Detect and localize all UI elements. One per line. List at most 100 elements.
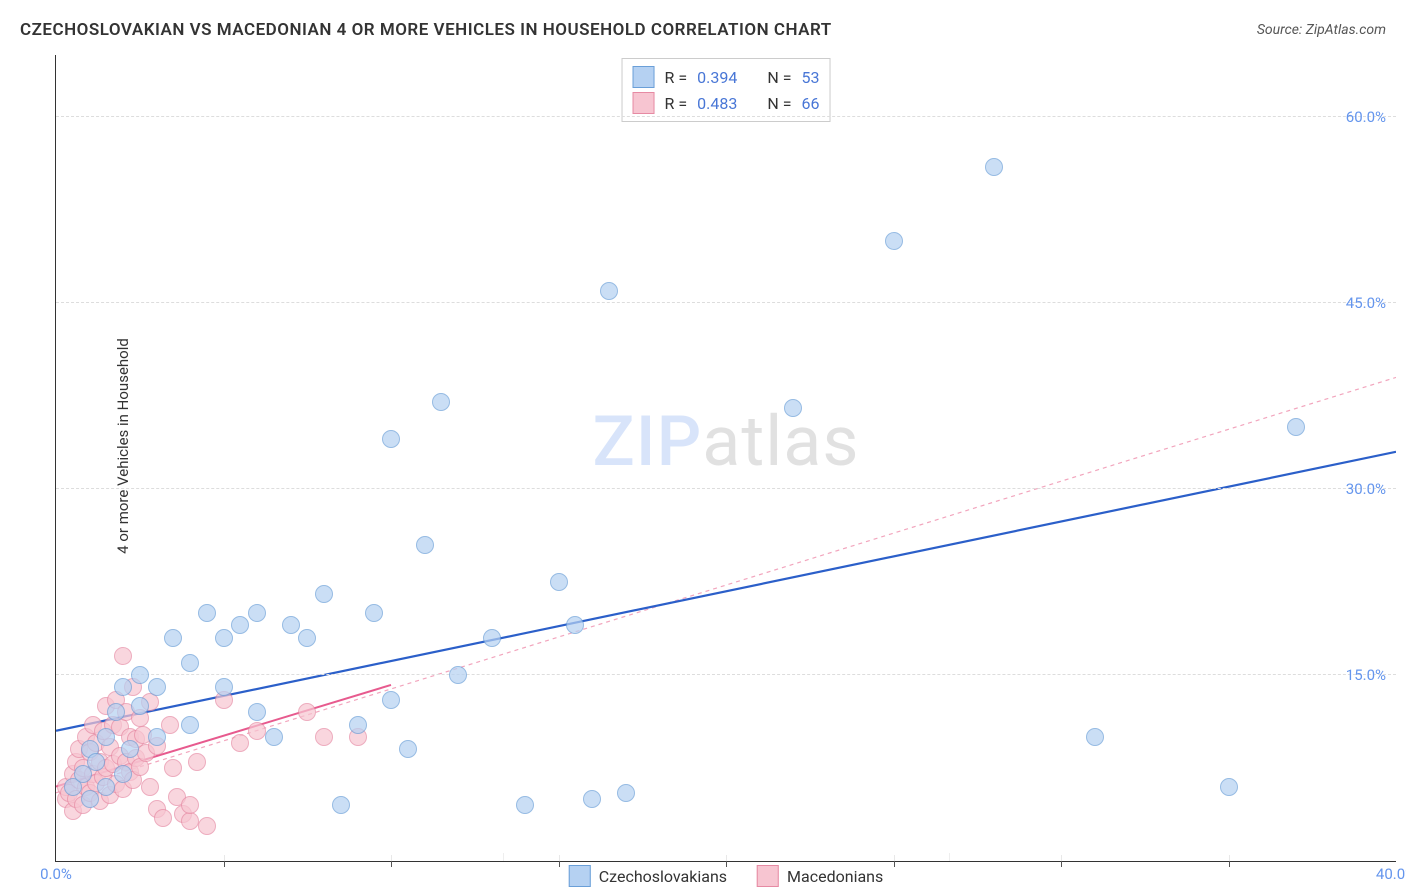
data-point (87, 753, 105, 771)
data-point (198, 817, 216, 835)
data-point (315, 728, 333, 746)
data-point (600, 282, 618, 300)
data-point (399, 740, 417, 758)
data-point (298, 703, 316, 721)
data-point (198, 604, 216, 622)
data-point (483, 629, 501, 647)
swatch-legend-1 (757, 865, 779, 887)
chart-title: CZECHOSLOVAKIAN VS MACEDONIAN 4 OR MORE … (20, 20, 832, 40)
data-point (148, 728, 166, 746)
data-point (432, 393, 450, 411)
gridline-v (224, 855, 225, 861)
data-point (114, 765, 132, 783)
data-point (141, 778, 159, 796)
data-point (298, 629, 316, 647)
data-point (215, 678, 233, 696)
x-tick (1229, 861, 1230, 867)
gridline-h (56, 302, 1396, 303)
scatter-plot-area: ZIPatlas R = 0.394 N = 53 R = 0.483 N = … (55, 55, 1396, 862)
x-tick (1061, 861, 1062, 867)
trend-lines (56, 55, 1396, 861)
data-point (1220, 778, 1238, 796)
gridline-v (559, 855, 560, 861)
chart-header: CZECHOSLOVAKIAN VS MACEDONIAN 4 OR MORE … (20, 20, 1386, 40)
data-point (248, 703, 266, 721)
data-point (164, 759, 182, 777)
data-point (516, 796, 534, 814)
data-point (97, 778, 115, 796)
legend-item-0: Czechoslovakians (569, 865, 727, 887)
gridline-v-major (949, 853, 950, 861)
x-tick (391, 861, 392, 867)
data-point (784, 399, 802, 417)
x-tick-label: 40.0% (1376, 865, 1406, 883)
data-point (248, 722, 266, 740)
gridline-h (56, 674, 1396, 675)
data-point (215, 629, 233, 647)
data-point (181, 654, 199, 672)
data-point (382, 430, 400, 448)
x-tick (726, 861, 727, 867)
data-point (188, 753, 206, 771)
gridline-h (56, 488, 1396, 489)
data-point (1287, 418, 1305, 436)
gridline-v-major (503, 853, 504, 861)
x-tick-label: 0.0% (40, 865, 72, 883)
data-point (97, 728, 115, 746)
data-point (449, 666, 467, 684)
x-tick (894, 861, 895, 867)
data-point (131, 666, 149, 684)
data-point (248, 604, 266, 622)
gridline-v (1229, 855, 1230, 861)
gridline-v (726, 855, 727, 861)
data-point (332, 796, 350, 814)
data-point (349, 716, 367, 734)
data-point (121, 740, 139, 758)
data-point (114, 678, 132, 696)
data-point (181, 716, 199, 734)
gridline-v (1061, 855, 1062, 861)
data-point (416, 536, 434, 554)
y-tick-label: 30.0% (1346, 480, 1386, 498)
x-tick (224, 861, 225, 867)
data-point (81, 790, 99, 808)
data-point (114, 647, 132, 665)
data-point (131, 697, 149, 715)
data-point (164, 629, 182, 647)
swatch-series-0 (633, 66, 655, 88)
y-tick-label: 60.0% (1346, 108, 1386, 126)
data-point (885, 232, 903, 250)
gridline-v (894, 855, 895, 861)
gridline-h (56, 116, 1396, 117)
legend-stats-row-0: R = 0.394 N = 53 (633, 64, 820, 90)
y-tick-label: 45.0% (1346, 294, 1386, 312)
watermark: ZIPatlas (593, 401, 860, 483)
data-point (154, 809, 172, 827)
data-point (550, 573, 568, 591)
data-point (265, 728, 283, 746)
data-point (617, 784, 635, 802)
y-tick-label: 15.0% (1346, 666, 1386, 684)
data-point (282, 616, 300, 634)
swatch-series-1 (633, 92, 655, 114)
legend-stats: R = 0.394 N = 53 R = 0.483 N = 66 (622, 58, 831, 122)
data-point (231, 616, 249, 634)
gridline-v (391, 855, 392, 861)
data-point (583, 790, 601, 808)
legend-item-1: Macedonians (757, 865, 883, 887)
data-point (181, 796, 199, 814)
legend-series: Czechoslovakians Macedonians (569, 865, 884, 887)
chart-source: Source: ZipAtlas.com (1257, 22, 1386, 38)
data-point (365, 604, 383, 622)
data-point (1086, 728, 1104, 746)
legend-stats-row-1: R = 0.483 N = 66 (633, 90, 820, 116)
data-point (315, 585, 333, 603)
data-point (181, 812, 199, 830)
data-point (107, 703, 125, 721)
data-point (231, 734, 249, 752)
data-point (382, 691, 400, 709)
x-tick (559, 861, 560, 867)
swatch-legend-0 (569, 865, 591, 887)
data-point (566, 616, 584, 634)
data-point (985, 158, 1003, 176)
